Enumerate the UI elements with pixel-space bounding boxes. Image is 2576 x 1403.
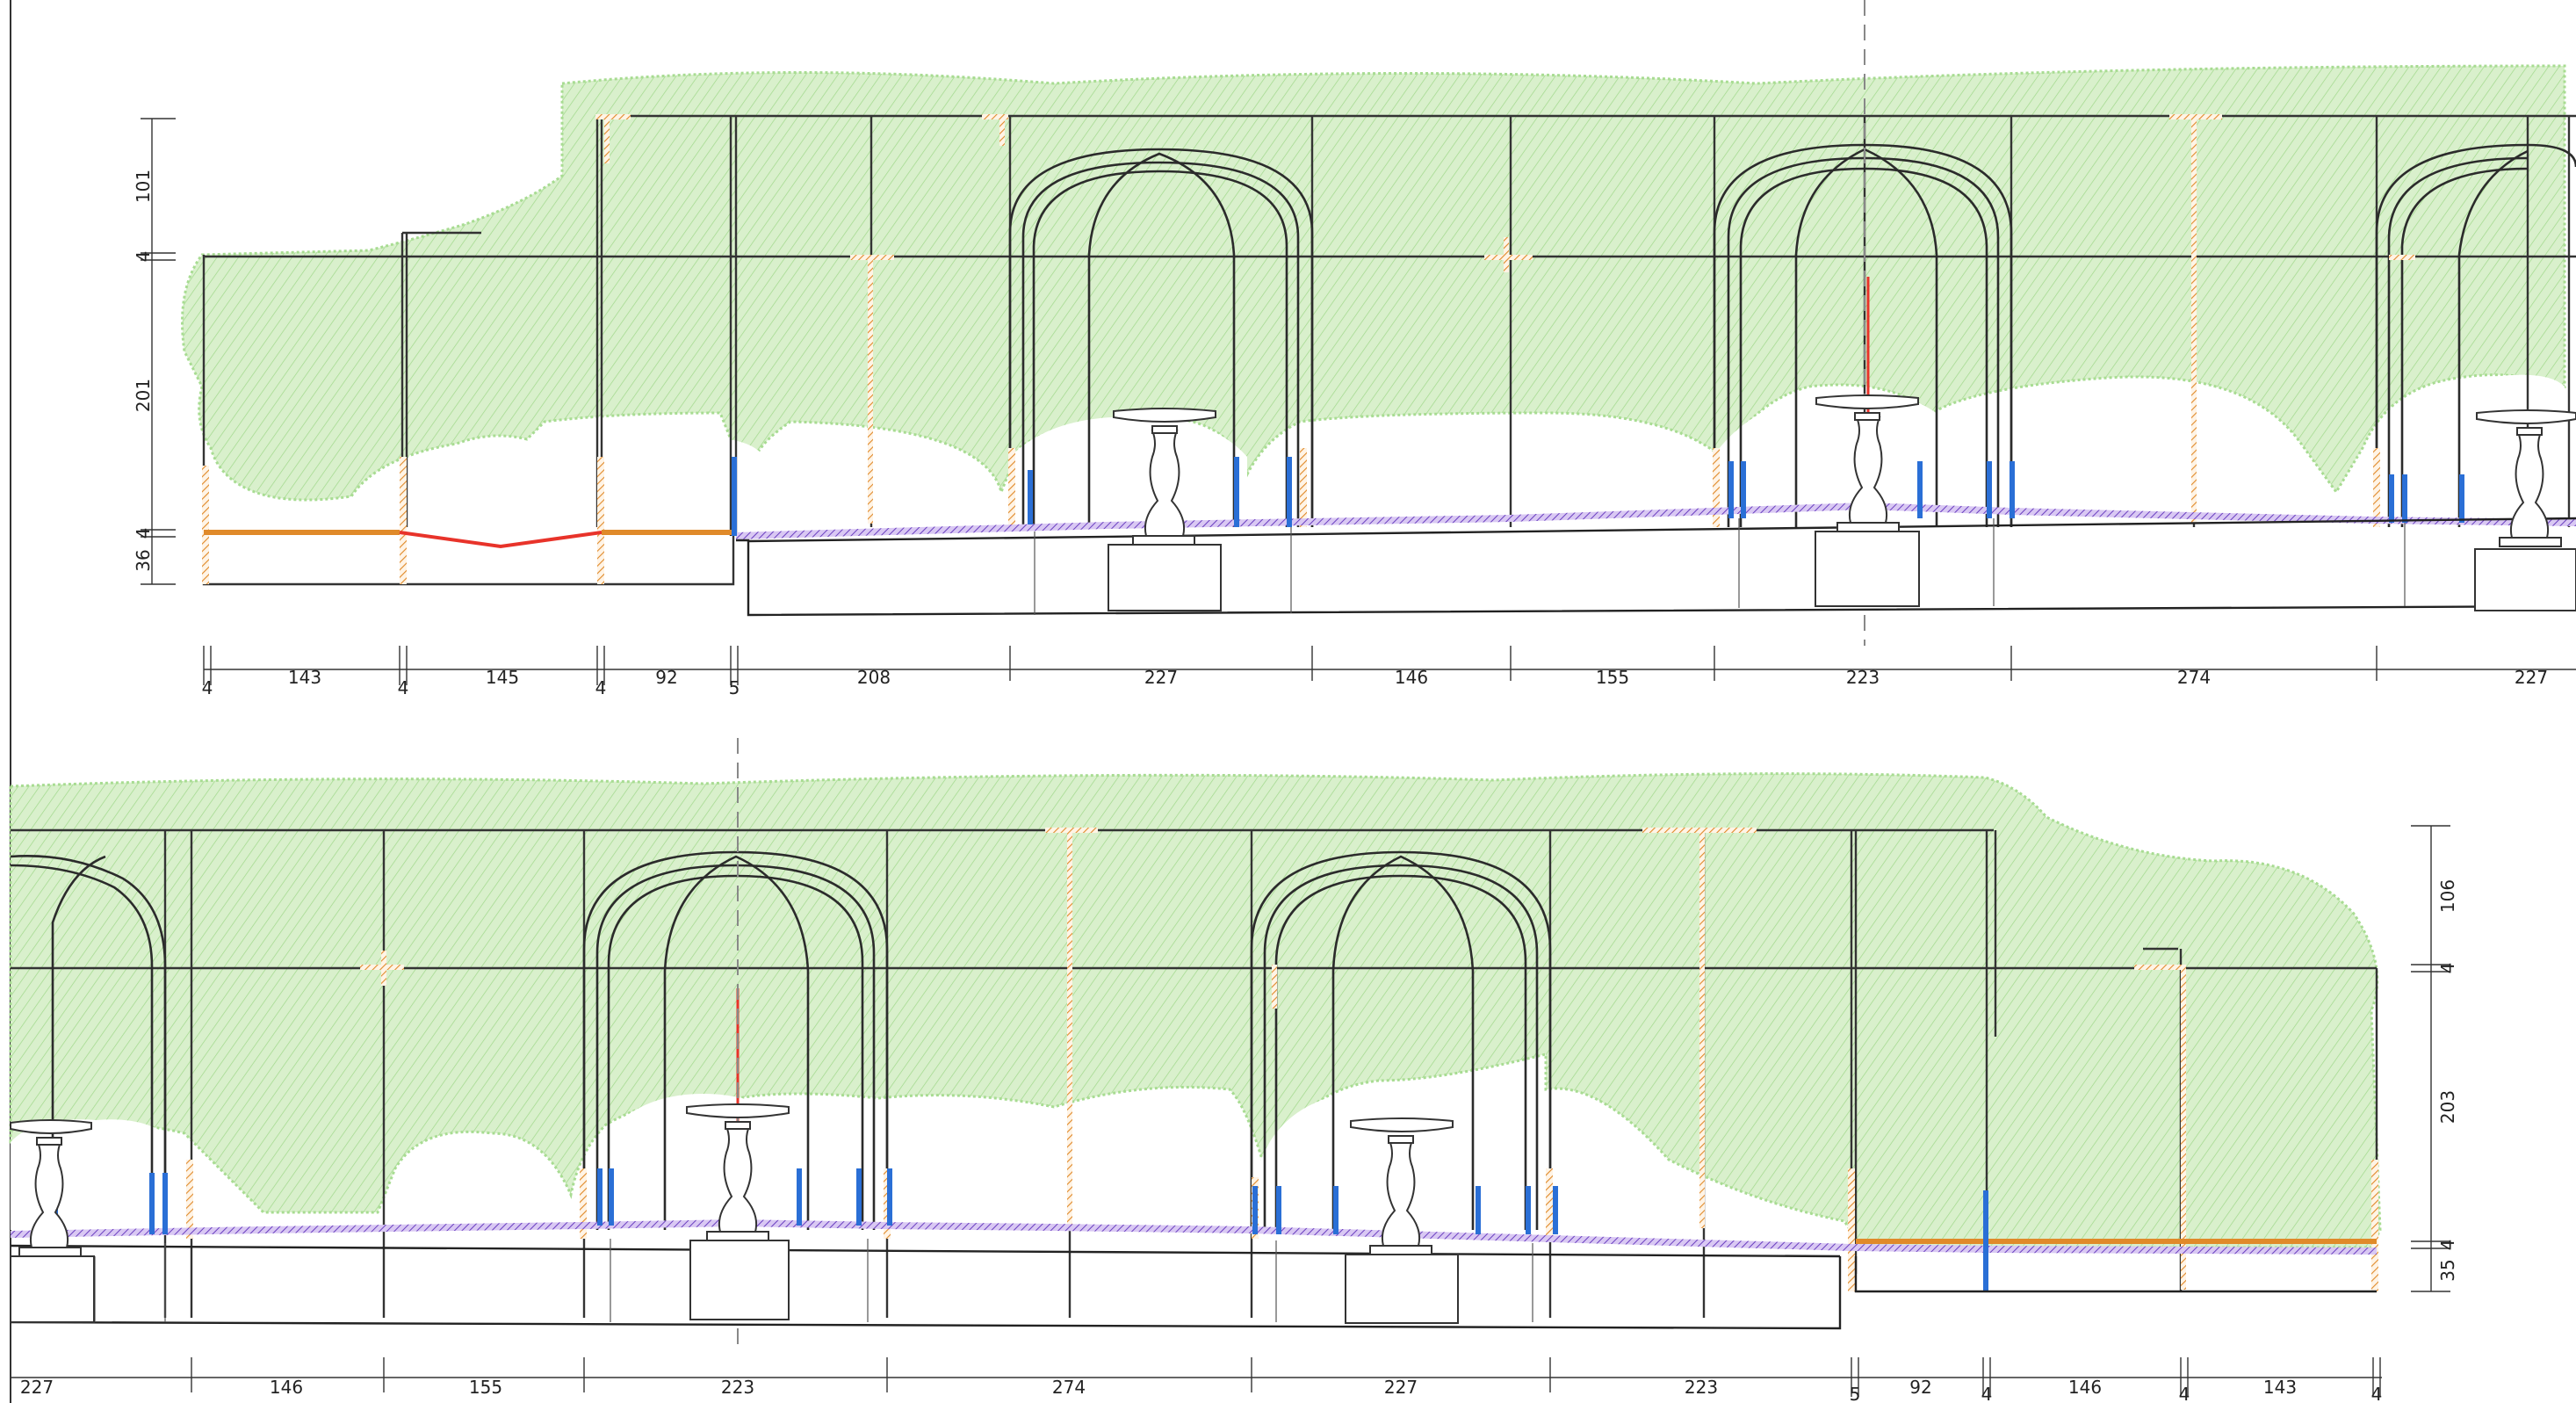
- dim-h-bot-227b: 227: [1384, 1377, 1418, 1398]
- dim-h-bot-223: 223: [721, 1377, 754, 1398]
- birdbath-top-1: [1108, 408, 1222, 611]
- dim-h-top-5: 5: [729, 677, 740, 698]
- dim-v-top-4b: 4: [133, 528, 154, 539]
- dim-v-bot-106: 106: [2437, 879, 2458, 913]
- dim-h-bot-146b: 146: [2068, 1377, 2102, 1398]
- arches-bottom: [10, 850, 1552, 1230]
- dim-h-top-143: 143: [288, 667, 321, 688]
- dim-h-bot-92: 92: [1909, 1377, 1931, 1398]
- dim-h-top-145: 145: [486, 667, 519, 688]
- horizontal-dims-top: [203, 646, 2576, 685]
- dim-v-bot-4a: 4: [2437, 963, 2458, 974]
- dim-h-top-155: 155: [1596, 667, 1629, 688]
- horizontal-dims-bottom: [11, 1357, 2382, 1397]
- dim-h-bot-223b: 223: [1685, 1377, 1718, 1398]
- ground-rail-purple-bottom: [10, 1219, 2378, 1255]
- dim-h-top-4c: 4: [595, 677, 607, 698]
- dim-h-top-227b: 227: [2515, 667, 2548, 688]
- red-sag-rail-top: [399, 531, 603, 549]
- top-elevation: 101 4 201 4 36 4 143 4 145 4 92 5: [133, 0, 2576, 698]
- dim-h-top-4b: 4: [398, 677, 409, 698]
- dim-h-top-208: 208: [857, 667, 891, 688]
- dim-h-bot-4c: 4: [2371, 1384, 2383, 1403]
- blue-posts-top: [732, 457, 2535, 536]
- dim-v-bot-35: 35: [2437, 1259, 2458, 1281]
- foliage-mass-bottom: [9, 772, 2382, 1249]
- dim-h-top-146: 146: [1395, 667, 1428, 688]
- foliage-mass-top: [181, 64, 2566, 502]
- bottom-elevation: 106 4 203 4 35 227 146 155 223 274 227 2: [9, 738, 2458, 1403]
- dim-v-top-101: 101: [133, 170, 154, 203]
- vertical-dims-top: [141, 118, 176, 585]
- dim-h-bot-146: 146: [270, 1377, 303, 1398]
- dim-h-top-274: 274: [2177, 667, 2211, 688]
- dim-v-top-36: 36: [133, 549, 154, 571]
- birdbath-bottom-2: [686, 1103, 790, 1320]
- plinth-bottom: [10, 1239, 2377, 1330]
- dim-h-bot-227: 227: [20, 1377, 54, 1398]
- dim-v-bot-203: 203: [2437, 1090, 2458, 1124]
- birdbath-top-3: [2474, 409, 2576, 611]
- dim-h-top-223: 223: [1846, 667, 1880, 688]
- birdbath-bottom-3: [1345, 1117, 1459, 1324]
- birdbath-bottom-1: [10, 1119, 95, 1323]
- dim-h-bot-4b: 4: [2179, 1384, 2190, 1403]
- vertical-dims-bottom: [2411, 825, 2450, 1292]
- dim-v-top-201: 201: [133, 379, 154, 412]
- dim-h-bot-143: 143: [2263, 1377, 2297, 1398]
- birdbath-top-2: [1815, 394, 1920, 607]
- dim-h-bot-4a: 4: [1981, 1384, 1993, 1403]
- dim-v-bot-4b: 4: [2437, 1240, 2458, 1251]
- plinth-top: [736, 517, 2576, 617]
- dim-h-bot-155: 155: [469, 1377, 502, 1398]
- timber-posts-top: [202, 114, 2415, 584]
- dim-h-bot-274: 274: [1052, 1377, 1086, 1398]
- dim-h-top-4a: 4: [202, 677, 213, 698]
- arches-top: [1008, 143, 2576, 527]
- dim-h-top-227: 227: [1144, 667, 1178, 688]
- dim-v-top-4a: 4: [133, 251, 154, 263]
- dim-h-bot-5: 5: [1850, 1384, 1861, 1403]
- dim-h-top-92: 92: [655, 667, 677, 688]
